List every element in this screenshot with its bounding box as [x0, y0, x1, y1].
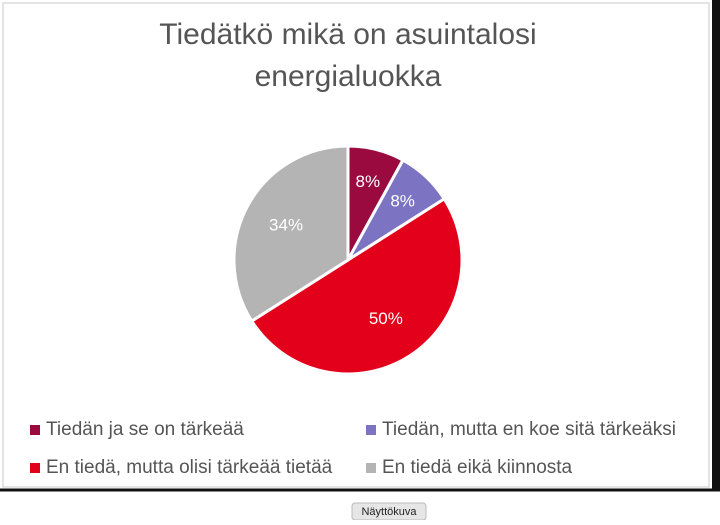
legend-label: En tiedä eikä kiinnosta	[382, 457, 573, 478]
legend-label: Tiedän, mutta en koe sitä tärkeäksi	[382, 419, 676, 440]
data-label: 34%	[269, 215, 303, 234]
data-label: 8%	[356, 172, 381, 191]
legend-marker	[30, 463, 40, 473]
pie-slice	[249, 196, 464, 376]
legend-label: En tiedä, mutta olisi tärkeää tietää	[46, 457, 333, 478]
data-label: 50%	[369, 309, 403, 328]
tag-label: Näyttökuva	[361, 506, 417, 518]
chart-title: Tiedätkö mikä on asuintalosi energialuokk…	[159, 18, 536, 93]
pie-slice	[232, 144, 350, 324]
legend-label: Tiedän ja se on tärkeää	[46, 419, 244, 440]
window-edge	[712, 0, 720, 520]
data-label: 8%	[390, 191, 415, 210]
legend-marker	[366, 425, 376, 435]
legend-marker	[30, 425, 40, 435]
legend-marker	[366, 463, 376, 473]
screenshot-tag: Näyttökuva	[351, 502, 427, 521]
